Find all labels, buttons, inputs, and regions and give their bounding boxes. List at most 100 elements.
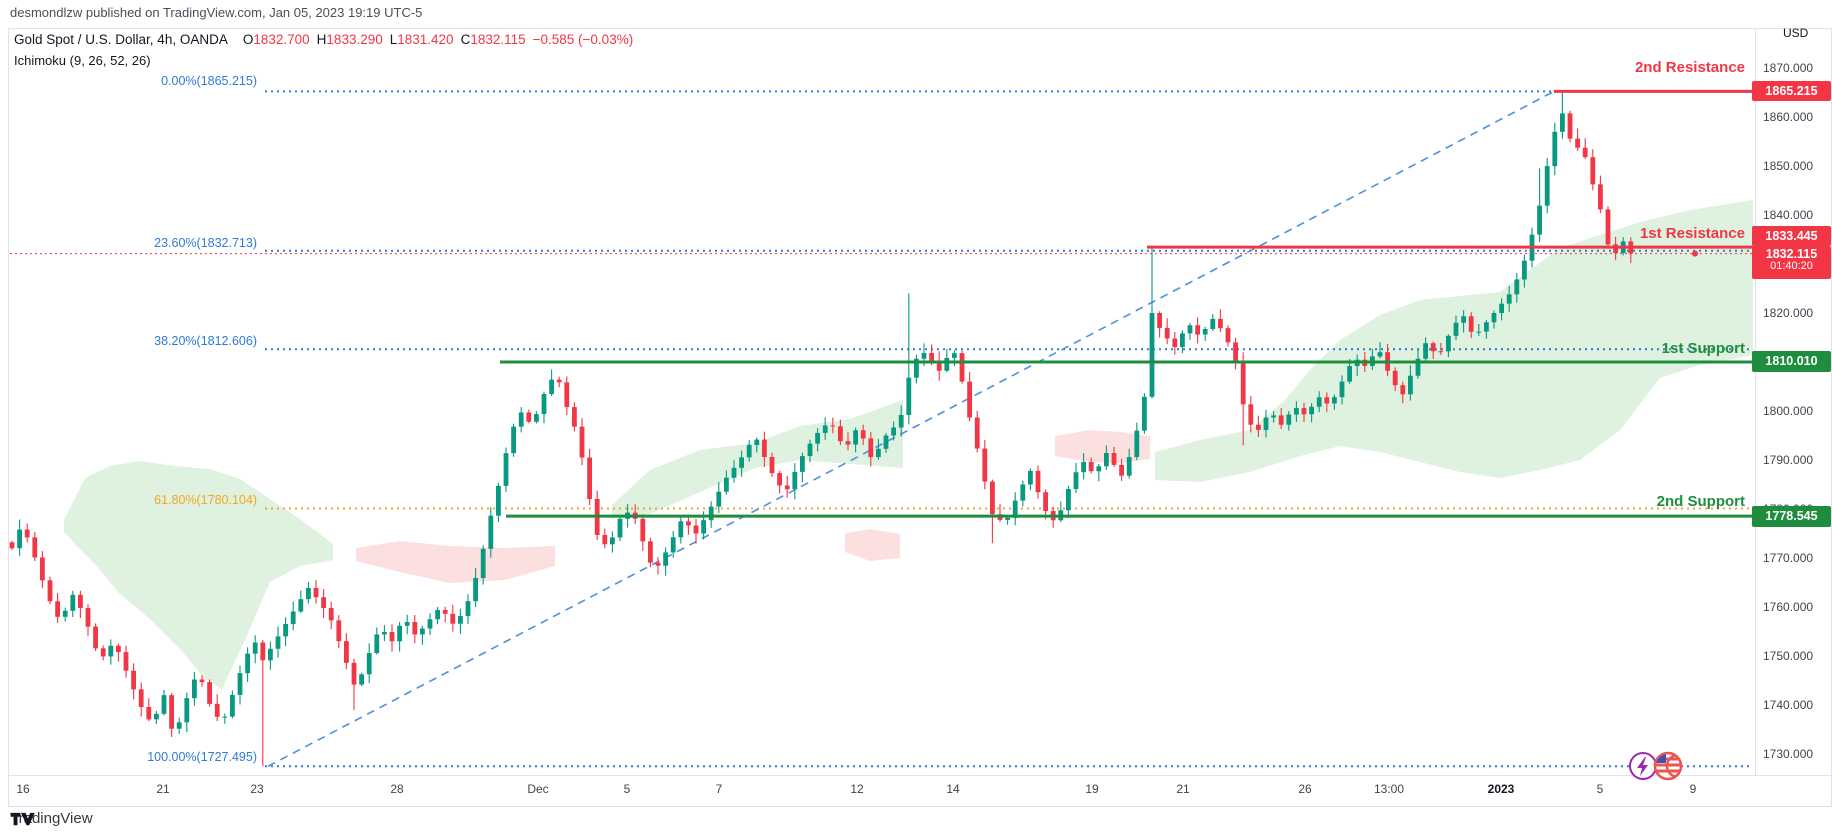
candle-body bbox=[1332, 397, 1337, 404]
price-tick: 1820.000 bbox=[1763, 306, 1814, 320]
candle-body bbox=[1248, 404, 1254, 425]
candle-body bbox=[24, 529, 30, 538]
candle-body bbox=[838, 426, 843, 442]
price-tick: 1740.000 bbox=[1763, 698, 1814, 712]
candle-body bbox=[1028, 470, 1033, 485]
resistance2-label[interactable]: 2nd Resistance bbox=[1634, 59, 1745, 76]
time-label: 26 bbox=[1298, 782, 1312, 796]
candle-body bbox=[1590, 157, 1596, 185]
candle-body bbox=[328, 607, 334, 621]
candle-body bbox=[154, 713, 159, 720]
fib-label-0[interactable]: 0.00%(1865.215) bbox=[161, 74, 257, 88]
time-label: 21 bbox=[156, 782, 170, 796]
trendline[interactable] bbox=[267, 90, 1555, 768]
candle-body bbox=[1157, 313, 1162, 328]
candle-body bbox=[473, 577, 478, 602]
candle-body bbox=[914, 358, 919, 378]
candle-body bbox=[450, 613, 456, 624]
time-axis-separator bbox=[8, 775, 1831, 776]
candle-body bbox=[1468, 316, 1474, 332]
candle-body bbox=[55, 601, 60, 617]
price-tick: 1800.000 bbox=[1763, 404, 1814, 418]
candle-body bbox=[488, 515, 494, 549]
resistance1-label[interactable]: 1st Resistance bbox=[1639, 225, 1745, 242]
time-label: 28 bbox=[390, 782, 404, 796]
candle-body bbox=[78, 594, 83, 608]
candle-body bbox=[731, 467, 737, 478]
candle-body bbox=[769, 456, 775, 474]
candle-body bbox=[1088, 461, 1094, 472]
candle-body bbox=[929, 352, 934, 361]
candle-body bbox=[1339, 381, 1345, 398]
candle-body bbox=[1537, 205, 1542, 235]
time-label: 23 bbox=[250, 782, 264, 796]
candle-body bbox=[9, 542, 15, 549]
candle-body bbox=[1149, 313, 1155, 397]
candle-body bbox=[503, 453, 509, 486]
price-tick: 1730.000 bbox=[1763, 747, 1814, 761]
fib-label-382[interactable]: 38.20%(1812.606) bbox=[154, 334, 257, 348]
price-tick: 1770.000 bbox=[1763, 551, 1814, 565]
indicator-label[interactable]: Ichimoku (9, 26, 52, 26) bbox=[14, 53, 151, 68]
candle-body bbox=[1256, 424, 1261, 430]
candle-body bbox=[442, 609, 448, 614]
candle-body bbox=[655, 562, 661, 566]
us-flag-badge-icon[interactable] bbox=[1653, 751, 1689, 781]
candle-body bbox=[100, 648, 106, 657]
candle-body bbox=[1446, 335, 1451, 352]
fib-label-100[interactable]: 100.00%(1727.495) bbox=[147, 750, 257, 764]
candle-body bbox=[1225, 328, 1231, 343]
candle-body bbox=[230, 694, 235, 717]
candle-body bbox=[427, 619, 433, 629]
candle-body bbox=[853, 430, 858, 445]
candle-body bbox=[1613, 244, 1618, 253]
support1-label[interactable]: 1st Support bbox=[1661, 340, 1745, 357]
fib-label-236[interactable]: 23.60%(1832.713) bbox=[154, 236, 257, 250]
candle-body bbox=[1294, 408, 1299, 415]
candle-body bbox=[1499, 303, 1504, 313]
candle-body bbox=[1073, 472, 1079, 489]
candle-body bbox=[1202, 329, 1208, 335]
candle-body bbox=[815, 432, 820, 444]
candle-body bbox=[906, 377, 912, 415]
tradingview-logo[interactable]: TradingView bbox=[10, 810, 93, 827]
ichimoku-cloud-green-2 bbox=[612, 400, 903, 518]
support2-label[interactable]: 2nd Support bbox=[1656, 493, 1745, 510]
fib-label-618[interactable]: 61.80%(1780.104) bbox=[154, 493, 257, 507]
candle-body bbox=[1104, 453, 1109, 467]
candle-body bbox=[252, 642, 258, 654]
price-tag-current: 1832.115 01:40:20 bbox=[1752, 246, 1831, 279]
ichimoku-cloud-red-3 bbox=[1055, 430, 1150, 463]
candle-body bbox=[1271, 415, 1276, 418]
candle-body bbox=[1187, 325, 1193, 334]
symbol-header[interactable]: Gold Spot / U.S. Dollar, 4h, OANDA O1832.… bbox=[14, 32, 633, 47]
candle-body bbox=[389, 631, 395, 642]
candle-body bbox=[1423, 343, 1428, 359]
candle-body bbox=[617, 518, 623, 538]
low-label: L bbox=[389, 32, 398, 47]
lightning-badge-icon[interactable] bbox=[1629, 752, 1657, 780]
candle-body bbox=[1567, 113, 1573, 139]
candle-body bbox=[1453, 322, 1459, 336]
candle-body bbox=[708, 506, 714, 521]
time-label: 16 bbox=[16, 782, 30, 796]
candle-body bbox=[275, 636, 281, 649]
time-label: Dec bbox=[527, 782, 549, 796]
candle-body bbox=[868, 438, 874, 458]
candle-body bbox=[556, 379, 562, 383]
open-label: O bbox=[242, 32, 254, 47]
candle-body bbox=[1476, 331, 1482, 333]
candle-body bbox=[800, 456, 805, 472]
close-label: C bbox=[460, 32, 471, 47]
candle-body bbox=[762, 439, 767, 457]
candle-body bbox=[214, 703, 220, 717]
symbol-title: Gold Spot / U.S. Dollar, 4h, OANDA bbox=[14, 32, 228, 47]
price-tick: 1870.000 bbox=[1763, 61, 1814, 75]
candle-body bbox=[85, 607, 91, 627]
candle-body bbox=[739, 457, 744, 468]
candle-body bbox=[1066, 488, 1071, 511]
candle-body bbox=[306, 587, 311, 600]
time-label: 5 bbox=[623, 782, 631, 796]
candle-body bbox=[47, 580, 53, 602]
